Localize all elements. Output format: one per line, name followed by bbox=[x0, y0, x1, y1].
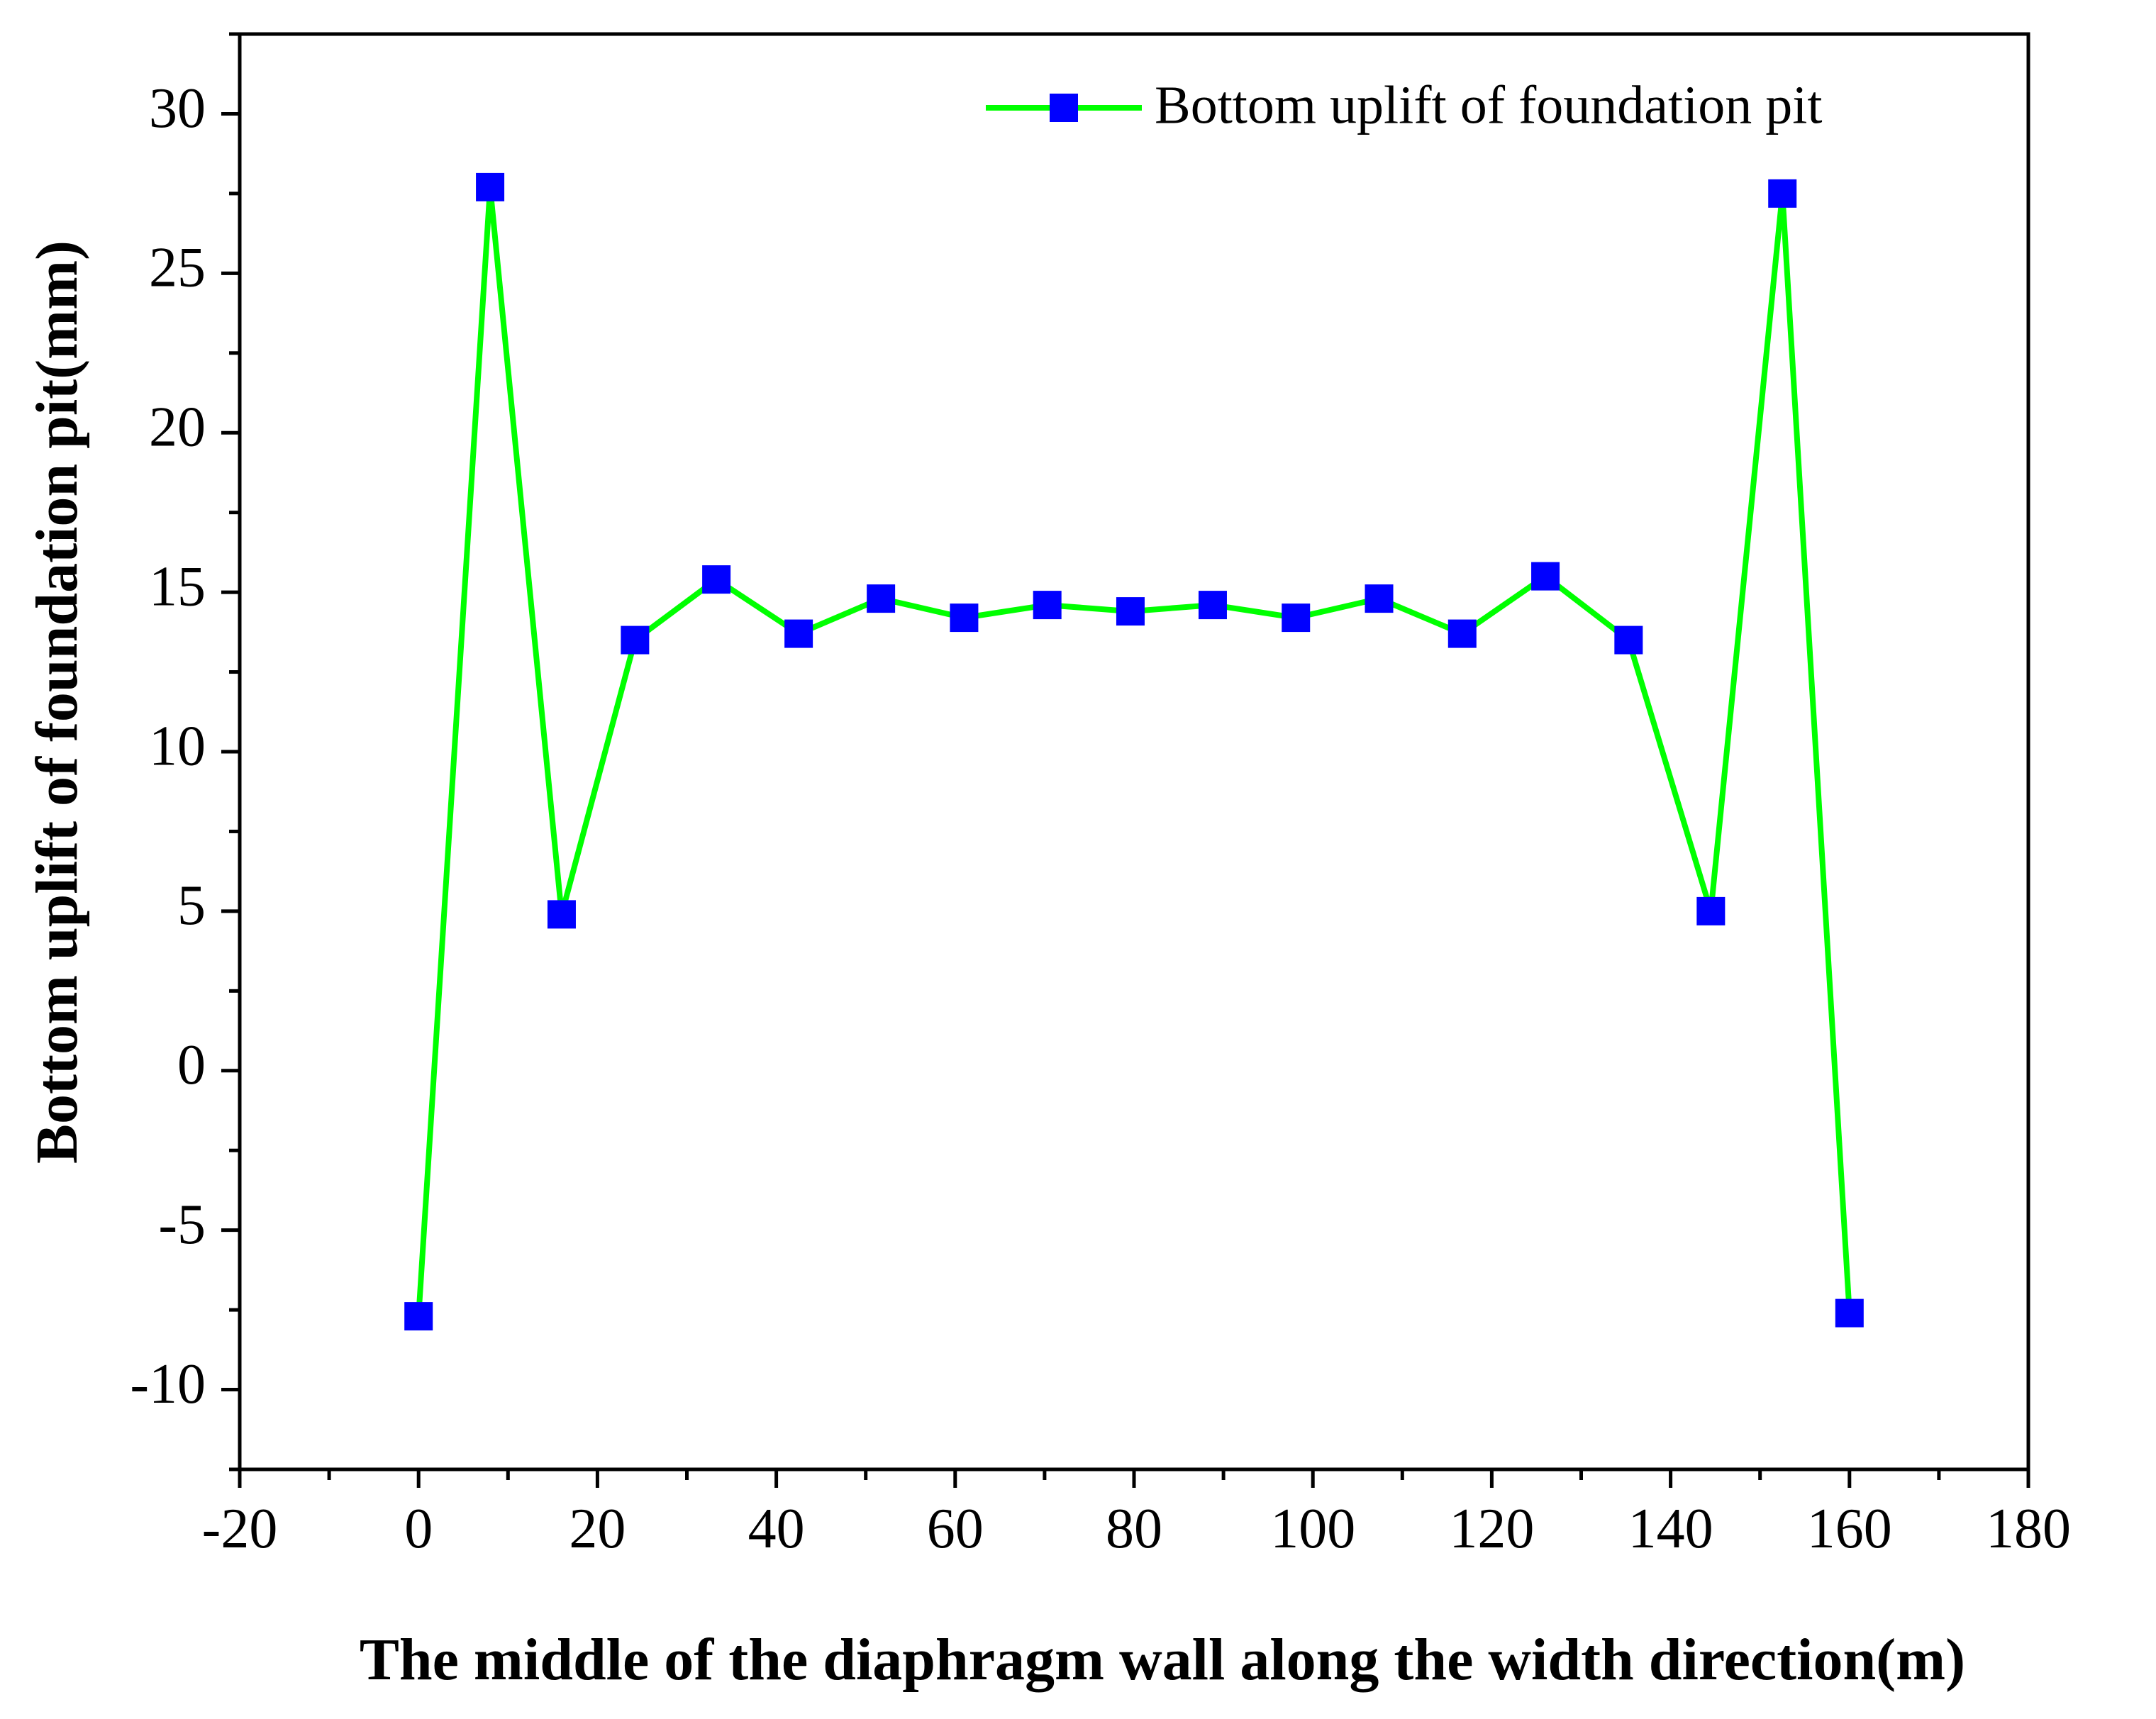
x-tick-label: 20 bbox=[569, 1498, 626, 1560]
x-tick-label: 120 bbox=[1449, 1498, 1534, 1560]
y-tick-label: 0 bbox=[177, 1034, 206, 1096]
data-point-marker bbox=[1768, 179, 1797, 208]
data-point-marker bbox=[1033, 591, 1062, 620]
x-tick-label: 180 bbox=[1986, 1498, 2071, 1560]
y-tick-label: 10 bbox=[149, 715, 206, 777]
data-point-marker bbox=[621, 625, 650, 655]
x-axis-title: The middle of the diaphragm wall along t… bbox=[360, 1627, 1965, 1693]
data-point-marker bbox=[547, 900, 576, 929]
x-tick-label: 140 bbox=[1628, 1498, 1713, 1560]
data-point-marker bbox=[1365, 584, 1394, 613]
data-point-marker bbox=[1447, 619, 1477, 648]
data-point-marker bbox=[404, 1302, 433, 1331]
x-tick-label: 100 bbox=[1270, 1498, 1355, 1560]
data-point-marker bbox=[1696, 896, 1726, 925]
data-point-marker bbox=[1614, 625, 1643, 655]
y-tick-label: -5 bbox=[158, 1194, 206, 1256]
data-point-marker bbox=[1835, 1298, 1864, 1328]
legend: Bottom uplift of foundation pit bbox=[986, 75, 1823, 135]
data-point-marker bbox=[1198, 591, 1227, 620]
data-point-marker bbox=[950, 603, 979, 633]
data-point-marker bbox=[476, 172, 505, 201]
x-tick-label: 80 bbox=[1106, 1498, 1162, 1560]
data-point-marker bbox=[1116, 597, 1145, 626]
x-tick-labels: -20 0 20 40 60 80 100 120 140 160 180 bbox=[202, 1498, 2071, 1560]
y-axis-title: Bottom uplift of foundation pit(mm) bbox=[24, 240, 90, 1164]
x-tick-label: 40 bbox=[748, 1498, 805, 1560]
x-tick-label: 60 bbox=[927, 1498, 984, 1560]
series-layer bbox=[404, 172, 1864, 1331]
y-tick-label: 20 bbox=[149, 396, 206, 459]
data-point-marker bbox=[784, 619, 813, 648]
x-tick-label: 160 bbox=[1807, 1498, 1892, 1560]
y-tick-label: 30 bbox=[149, 77, 206, 140]
legend-marker-swatch bbox=[1050, 94, 1078, 122]
data-point-marker bbox=[702, 565, 731, 594]
axis-ticks bbox=[221, 32, 2030, 1488]
y-tick-label: 25 bbox=[149, 237, 206, 299]
data-point-marker bbox=[867, 584, 896, 613]
y-tick-label: -10 bbox=[130, 1353, 206, 1415]
data-point-marker bbox=[1282, 603, 1311, 633]
y-tick-label: 15 bbox=[149, 555, 206, 618]
data-point-marker bbox=[1531, 562, 1560, 591]
x-tick-label: 0 bbox=[404, 1498, 433, 1560]
legend-label: Bottom uplift of foundation pit bbox=[1155, 75, 1823, 135]
y-tick-label: 5 bbox=[177, 874, 206, 937]
x-tick-label: -20 bbox=[202, 1498, 278, 1560]
y-tick-labels: -10 -5 0 5 10 15 20 25 30 bbox=[130, 77, 206, 1415]
